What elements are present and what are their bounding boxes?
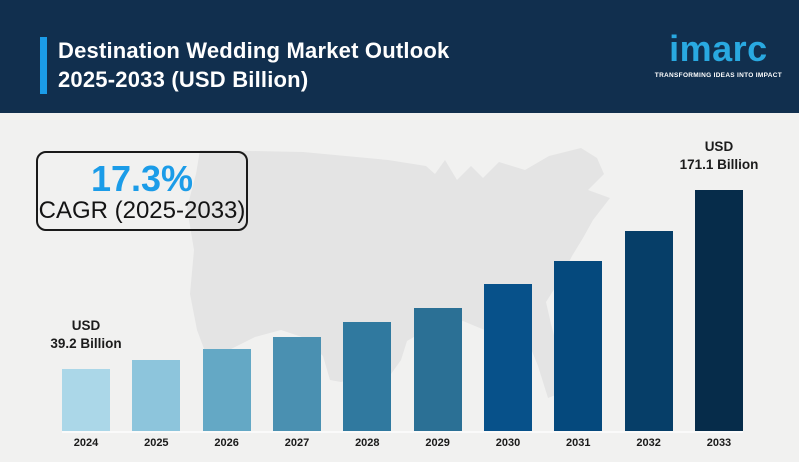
x-axis-label-2026: 2026 [214,437,239,449]
imarc-logo: imarc TRANSFORMING IDEAS INTO IMPACT [655,28,782,79]
x-axis-label-2032: 2032 [636,437,661,449]
imarc-logo-text: imarc [669,28,768,69]
bar-column-2024: USD 39.2 Billion [50,131,122,431]
bar-value-label-2033: USD 171.1 Billion [679,139,759,172]
x-axis-label-2030: 2030 [495,437,521,449]
bars-row: USD 39.2 Billion USD 171.1 Billion [50,131,758,433]
x-axis-label-2033: 2033 [706,437,732,449]
chart-area: 17.3% CAGR (2025-2033) USD 39.2 Billion US… [0,113,799,462]
header: Destination Wedding Market Outlook 2025-… [0,0,799,113]
x-axis-label-2027: 2027 [284,437,310,449]
bar-column-2029 [413,131,462,431]
bar-column-2027 [272,131,321,431]
bar-2028 [343,322,392,431]
x-axis-label-2028: 2028 [355,437,380,449]
cagr-value: 17.3% [90,157,194,199]
bar-chart: USD 39.2 Billion USD 171.1 Billion 2024 2025… [50,131,758,449]
bar-2024 [62,369,110,431]
bar-column-2030 [483,131,532,431]
x-axis-label-2031: 2031 [566,437,591,449]
cagr-box: 17.3% CAGR (2025-2033) [36,151,248,231]
united-states-map-icon [187,148,610,398]
bar-2031 [554,261,603,431]
x-axis-label-2024: 2024 [73,437,99,449]
bar-value-label-2024: USD 39.2 Billion [50,318,122,351]
bar-column-2028 [343,131,392,431]
bar-2026 [202,349,251,431]
bar-2029 [413,308,462,431]
cagr-label: CAGR (2025-2033) [38,196,246,224]
x-axis-label-2029: 2029 [425,437,450,449]
x-axis-labels: 2024 2025 2026 2027 2028 2029 2030 2031 2032 2033 [62,437,743,449]
bar-column-2025 [132,131,181,431]
bar-2030 [483,284,532,431]
title-line-1: Destination Wedding Market Outlook [58,38,450,63]
title-accent-bar [40,37,47,94]
bar-2032 [624,231,673,431]
bar-2025 [132,360,181,431]
title-line-2: 2025-2033 (USD Billion) [58,67,309,92]
bar-2027 [272,337,321,431]
x-axis-label-2025: 2025 [144,437,169,449]
bar-column-2031 [554,131,603,431]
page-title: Destination Wedding Market Outlook 2025-… [58,36,449,94]
bar-2033 [694,190,743,431]
bar-column-2026 [202,131,251,431]
imarc-logo-tagline: TRANSFORMING IDEAS INTO IMPACT [654,72,782,79]
bar-column-2033: USD 171.1 Billion [680,131,758,431]
bar-column-2032 [624,131,673,431]
